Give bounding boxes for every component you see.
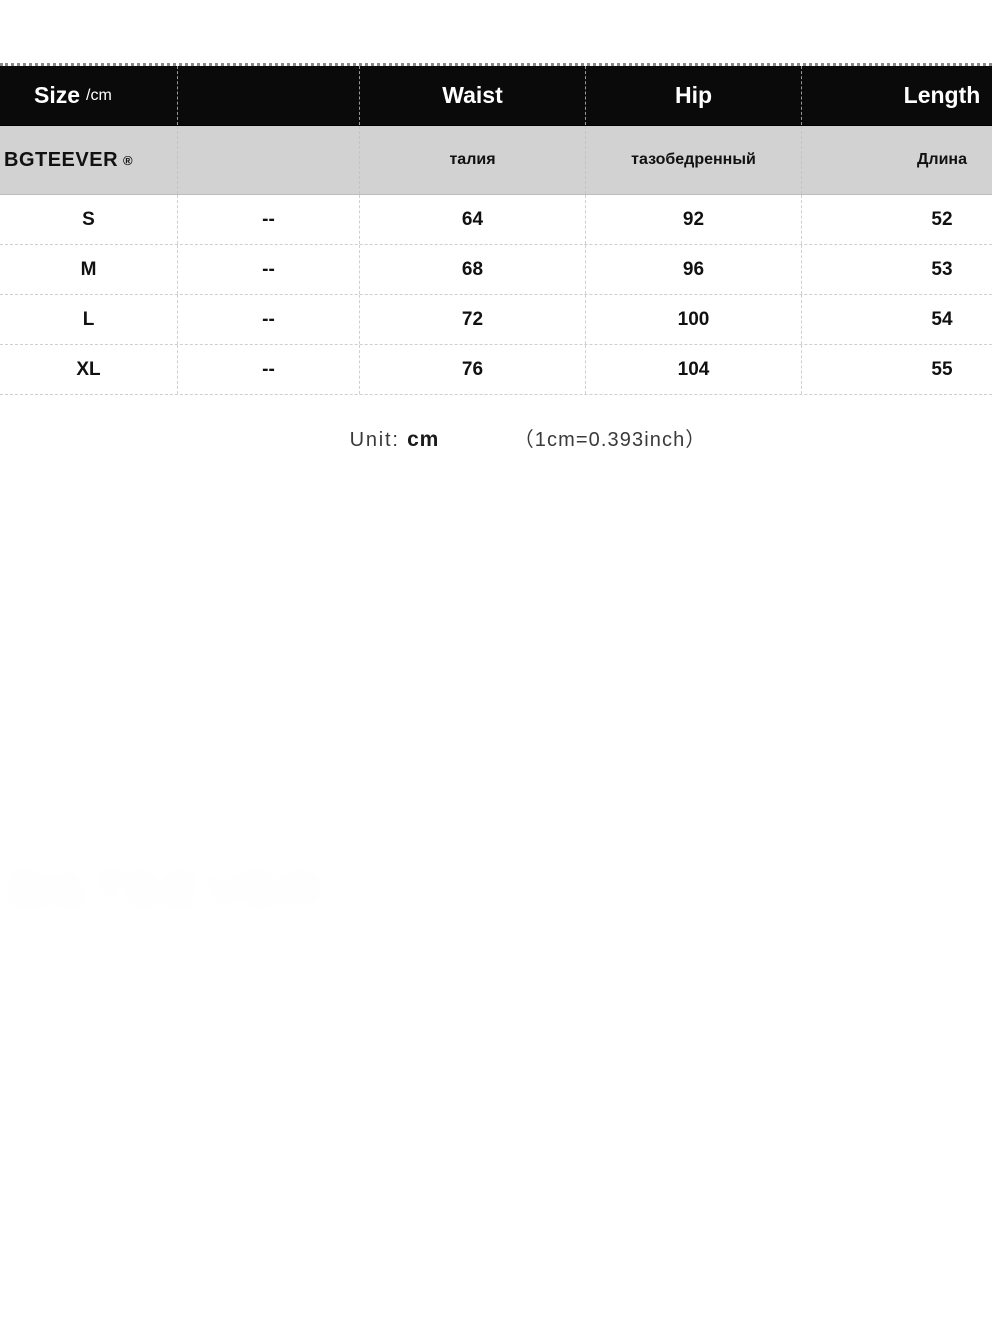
svg-text:BGTEEVER: BGTEEVER	[5, 858, 324, 923]
